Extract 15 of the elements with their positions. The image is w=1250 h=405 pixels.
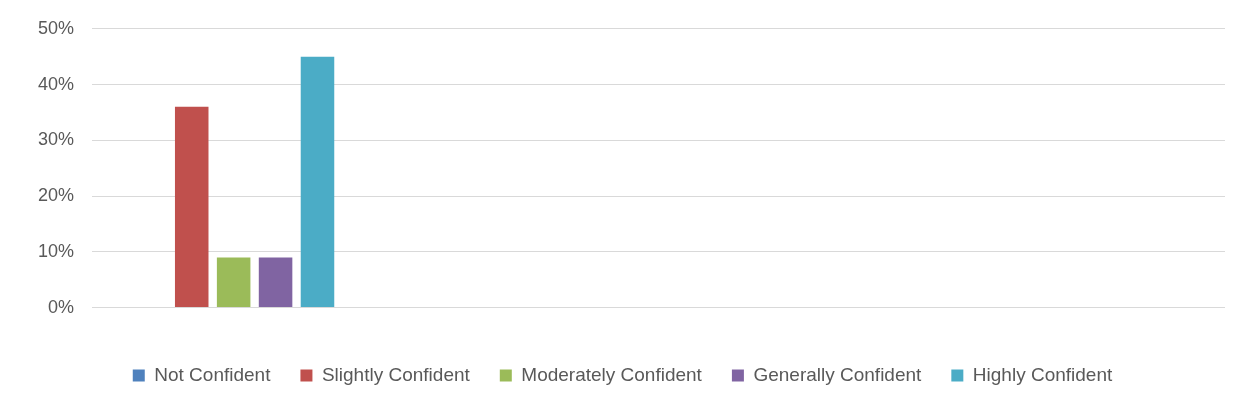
bar	[216, 257, 251, 308]
bar	[258, 257, 293, 308]
bar	[300, 56, 335, 308]
y-tick-label: 10%	[38, 240, 75, 261]
y-tick-label: 50%	[38, 17, 75, 38]
y-tick-label: 0%	[48, 296, 75, 317]
legend-label: Moderately Confident	[521, 363, 703, 385]
legend-label: Generally Confident	[753, 363, 923, 385]
y-tick-label: 20%	[38, 185, 75, 206]
legend-label: Slightly Confident	[321, 363, 471, 385]
legend-label: Not Confident	[154, 363, 272, 385]
y-tick-label: 40%	[38, 73, 75, 94]
bar	[174, 106, 209, 308]
y-tick-label: 30%	[38, 129, 75, 150]
legend-label: Highly Confident	[972, 363, 1113, 385]
